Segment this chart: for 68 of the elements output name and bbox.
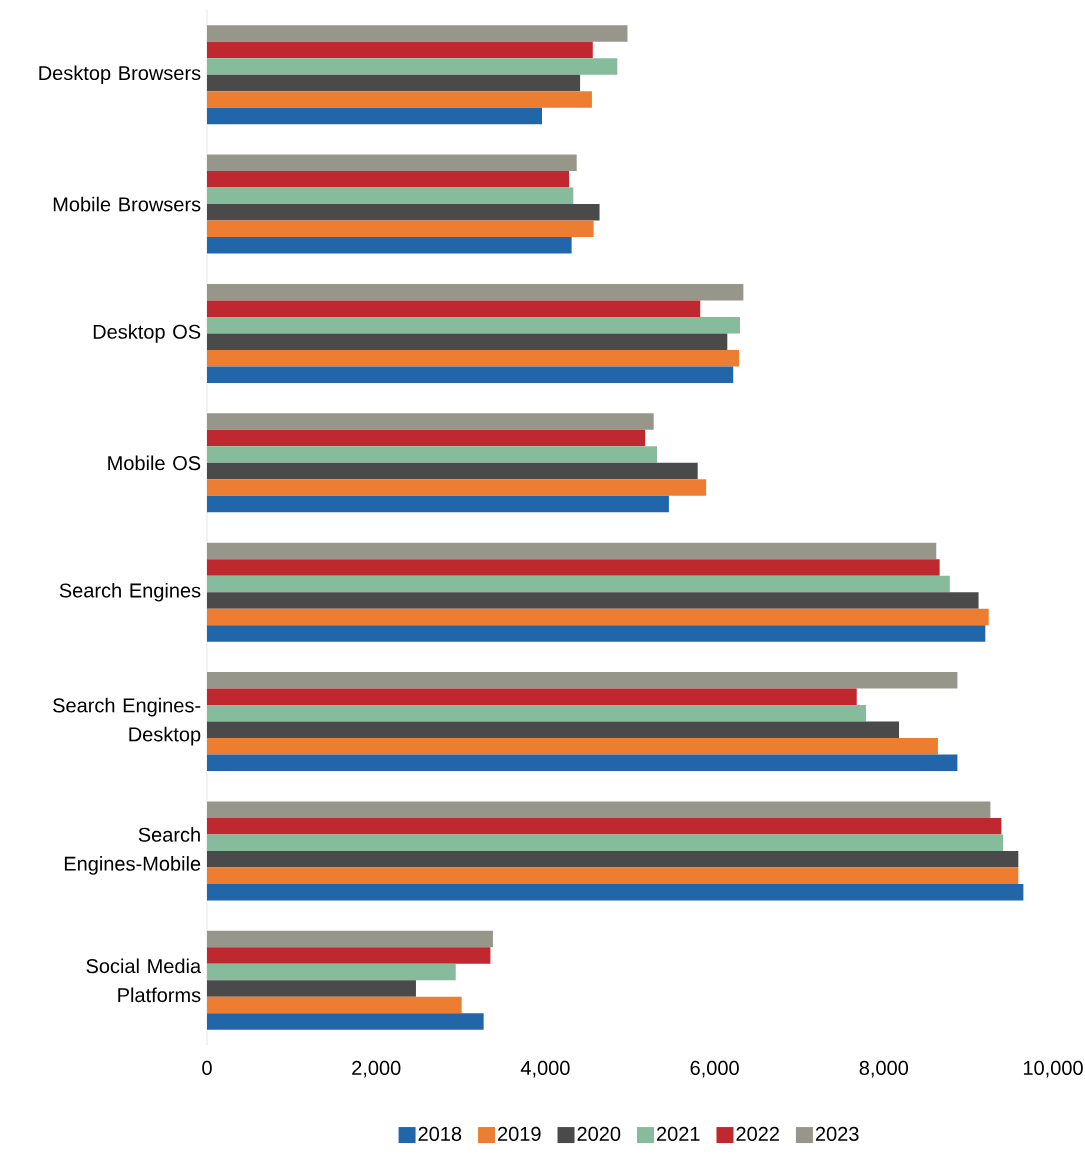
bar xyxy=(207,721,900,739)
y-tick-label: Mobile Browsers xyxy=(53,196,201,212)
bar xyxy=(207,883,1024,901)
y-tick-label: Desktop OS xyxy=(93,324,201,343)
bar xyxy=(207,754,958,772)
bar xyxy=(207,947,491,964)
bar xyxy=(207,300,701,317)
bar xyxy=(207,705,867,722)
bar xyxy=(207,204,600,221)
bar xyxy=(207,592,979,609)
x-tick-label: 8,000 xyxy=(859,1060,909,1078)
bar xyxy=(207,349,740,367)
bar xyxy=(207,187,574,205)
bar xyxy=(207,688,857,706)
y-tick-label: Search Engines-Desktop xyxy=(53,697,201,746)
bar xyxy=(207,333,728,350)
bar xyxy=(207,107,543,125)
bar xyxy=(207,220,594,238)
bar xyxy=(207,413,654,430)
bar xyxy=(207,559,940,576)
bar xyxy=(207,542,937,560)
bar xyxy=(207,495,669,513)
x-tick-label: 10,000 xyxy=(1023,1060,1083,1078)
bar xyxy=(207,575,950,593)
bar xyxy=(207,25,628,42)
y-tick-label: Social Media Platforms xyxy=(86,958,202,1003)
y-tick-label: Mobile OS xyxy=(108,455,201,471)
bar xyxy=(207,283,744,301)
legend-label: 2022 xyxy=(736,1126,779,1141)
bar xyxy=(207,316,740,334)
bar xyxy=(207,608,989,626)
x-tick-label: 6,000 xyxy=(690,1060,739,1078)
x-tick-label: 2,000 xyxy=(352,1060,401,1078)
bar xyxy=(207,738,938,755)
x-tick-label: 4,000 xyxy=(520,1060,570,1078)
legend-label: 2021 xyxy=(656,1126,700,1141)
bar xyxy=(207,237,572,254)
bar xyxy=(207,171,570,188)
bar xyxy=(207,154,577,172)
bar xyxy=(207,58,618,75)
bar xyxy=(207,801,991,818)
bar xyxy=(207,91,592,108)
bar xyxy=(207,850,1019,868)
bar xyxy=(207,980,416,997)
bar xyxy=(207,446,658,463)
legend-label: 2023 xyxy=(815,1126,859,1141)
bar xyxy=(207,963,456,981)
x-tick-label: 0 xyxy=(202,1060,212,1076)
bar xyxy=(207,1013,484,1030)
legend-label: 2020 xyxy=(577,1126,621,1141)
y-tick-label: Desktop Browsers xyxy=(39,65,201,85)
bar xyxy=(207,462,698,480)
y-tick-label: Search Engines-Mobile xyxy=(64,827,201,875)
bar xyxy=(207,817,1002,835)
bar xyxy=(207,625,986,642)
bar xyxy=(207,74,581,92)
bar xyxy=(207,41,593,59)
legend-label: 2018 xyxy=(418,1126,462,1141)
bar xyxy=(207,672,958,689)
bar xyxy=(207,429,646,447)
bar xyxy=(207,834,1004,851)
bar xyxy=(207,930,493,948)
bar xyxy=(207,867,1019,884)
bar xyxy=(207,479,707,496)
y-tick-label: Search Engines xyxy=(59,582,201,602)
bar xyxy=(207,996,462,1014)
legend-label: 2019 xyxy=(498,1126,541,1141)
bar xyxy=(207,366,734,383)
